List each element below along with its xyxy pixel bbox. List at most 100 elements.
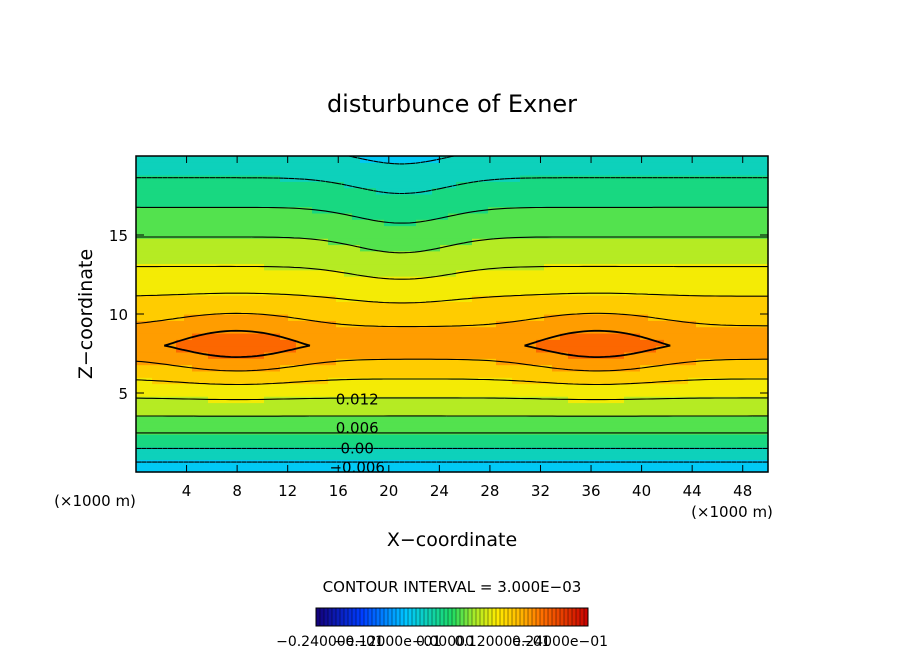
field-cell xyxy=(520,314,529,321)
field-cell xyxy=(512,446,521,454)
field-cell xyxy=(696,389,705,397)
field-cell xyxy=(344,364,353,372)
field-cell xyxy=(408,377,417,385)
field-cell xyxy=(136,427,145,435)
field-cell xyxy=(528,231,537,239)
field-cell xyxy=(152,307,161,315)
field-cell xyxy=(712,156,721,163)
field-cell xyxy=(664,238,673,246)
field-cell xyxy=(392,200,401,208)
field-cell xyxy=(488,174,497,182)
field-cell xyxy=(288,181,297,189)
field-cell xyxy=(360,219,369,227)
field-cell xyxy=(360,377,369,385)
field-cell xyxy=(696,402,705,410)
field-cell xyxy=(424,282,433,290)
field-cell xyxy=(504,301,513,309)
field-cell xyxy=(712,364,721,372)
field-cell xyxy=(320,453,329,460)
field-cell xyxy=(480,269,489,277)
field-cell xyxy=(248,339,257,347)
field-cell xyxy=(504,225,513,233)
field-cell xyxy=(360,434,369,441)
field-cell xyxy=(592,370,601,378)
field-cell xyxy=(640,257,649,265)
field-cell xyxy=(288,193,297,201)
field-cell xyxy=(344,440,353,448)
field-cell xyxy=(384,389,393,397)
field-cell xyxy=(640,326,649,334)
field-cell xyxy=(560,364,569,372)
field-cell xyxy=(192,238,201,246)
field-cell xyxy=(144,453,153,460)
field-cell xyxy=(200,225,209,233)
colorbar-cell xyxy=(519,607,525,627)
field-cell xyxy=(184,440,193,448)
field-cell xyxy=(488,358,497,366)
field-cell xyxy=(440,307,449,315)
field-cell xyxy=(136,174,145,182)
field-cell xyxy=(656,402,665,410)
field-cell xyxy=(512,408,521,416)
field-cell xyxy=(520,332,529,340)
field-cell xyxy=(392,440,401,448)
colorbar-cell xyxy=(503,607,509,627)
field-cell xyxy=(448,257,457,265)
field-cell xyxy=(600,225,609,233)
field-cell xyxy=(672,238,681,246)
field-cell xyxy=(480,181,489,189)
field-cell xyxy=(240,288,249,296)
field-cell xyxy=(712,250,721,258)
field-cell xyxy=(184,301,193,309)
field-cell xyxy=(544,453,553,460)
field-cell xyxy=(336,212,345,220)
field-cell xyxy=(328,415,337,423)
field-cell xyxy=(704,446,713,454)
field-cell xyxy=(200,187,209,195)
field-cell xyxy=(168,434,177,441)
field-cell xyxy=(536,358,545,366)
field-cell xyxy=(512,168,521,176)
field-cell xyxy=(320,219,329,227)
field-cell xyxy=(328,370,337,378)
field-cell xyxy=(496,200,505,208)
field-cell xyxy=(408,193,417,201)
field-cell xyxy=(744,465,753,473)
field-cell xyxy=(400,408,409,416)
field-cell xyxy=(232,168,241,176)
field-cell xyxy=(192,383,201,391)
field-cell xyxy=(632,383,641,391)
field-cell xyxy=(536,162,545,170)
field-cell xyxy=(424,396,433,404)
field-cell xyxy=(736,345,745,353)
field-cell xyxy=(344,415,353,423)
field-cell xyxy=(256,295,265,302)
field-cell xyxy=(184,174,193,182)
field-cell xyxy=(440,250,449,258)
field-cell xyxy=(184,181,193,189)
field-cell xyxy=(744,402,753,410)
x-tick-label: 8 xyxy=(232,482,242,500)
field-cell xyxy=(360,440,369,448)
field-cell xyxy=(648,193,657,201)
field-cell xyxy=(648,408,657,416)
field-cell xyxy=(480,257,489,265)
field-cell xyxy=(328,276,337,283)
field-cell xyxy=(728,301,737,309)
field-cell xyxy=(712,421,721,429)
field-cell xyxy=(448,421,457,429)
field-cell xyxy=(600,440,609,448)
field-cell xyxy=(400,206,409,214)
field-cell xyxy=(160,168,169,176)
field-cell xyxy=(520,257,529,265)
field-cell xyxy=(248,174,257,182)
field-cell xyxy=(640,307,649,315)
field-cell xyxy=(200,181,209,189)
field-cell xyxy=(360,364,369,372)
field-cell xyxy=(424,427,433,435)
field-cell xyxy=(464,427,473,435)
field-cell xyxy=(576,370,585,378)
colorbar-cell xyxy=(415,607,421,627)
field-cell xyxy=(736,364,745,372)
field-cell xyxy=(424,219,433,227)
